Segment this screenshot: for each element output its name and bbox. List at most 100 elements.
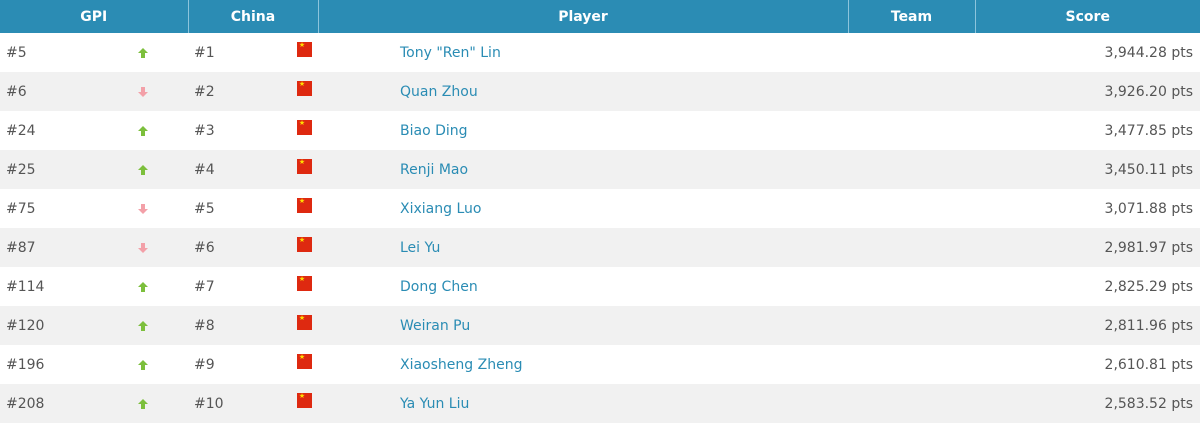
player-link[interactable]: Quan Zhou — [400, 83, 478, 100]
player-cell: Ya Yun Liu — [318, 384, 848, 423]
gpi-rank: #25 — [6, 161, 36, 178]
player-cell: Tony "Ren" Lin — [318, 33, 848, 72]
player-link[interactable]: Weiran Pu — [400, 317, 471, 334]
player-link[interactable]: Xiaosheng Zheng — [400, 356, 523, 373]
china-rank: #3 — [194, 122, 215, 139]
china-rank: #1 — [194, 44, 215, 61]
player-cell: Weiran Pu — [318, 306, 848, 345]
table-row: #24 #3 Biao Ding 3,477.85 pts — [0, 111, 1200, 150]
gpi-cell: #5 — [0, 33, 188, 72]
gpi-rank: #24 — [6, 122, 36, 139]
gpi-cell: #75 — [0, 189, 188, 228]
player-link[interactable]: Lei Yu — [400, 239, 441, 256]
china-flag-icon — [296, 158, 312, 174]
table-row: #208 #10 Ya Yun Liu 2,583.52 pts — [0, 384, 1200, 423]
header-gpi[interactable]: GPI — [0, 0, 188, 33]
china-rank: #9 — [194, 356, 215, 373]
score-cell: 3,450.11 pts — [975, 150, 1200, 189]
player-link[interactable]: Biao Ding — [400, 122, 468, 139]
china-rank: #8 — [194, 317, 215, 334]
trend-down-icon — [138, 86, 148, 97]
china-rank: #6 — [194, 239, 215, 256]
table-row: #87 #6 Lei Yu 2,981.97 pts — [0, 228, 1200, 267]
gpi-rank: #87 — [6, 239, 36, 256]
player-cell: Lei Yu — [318, 228, 848, 267]
team-cell — [848, 189, 975, 228]
team-cell — [848, 228, 975, 267]
china-flag-icon — [296, 275, 312, 291]
gpi-cell: #6 — [0, 72, 188, 111]
table-row: #196 #9 Xiaosheng Zheng 2,610.81 pts — [0, 345, 1200, 384]
gpi-cell: #208 — [0, 384, 188, 423]
gpi-rank: #120 — [6, 317, 45, 334]
china-rank: #2 — [194, 83, 215, 100]
trend-up-icon — [138, 47, 148, 58]
player-cell: Xixiang Luo — [318, 189, 848, 228]
china-flag-icon — [296, 392, 312, 408]
team-cell — [848, 72, 975, 111]
trend-up-icon — [138, 398, 148, 409]
gpi-cell: #87 — [0, 228, 188, 267]
china-flag-icon — [296, 353, 312, 369]
table-row: #5 #1 Tony "Ren" Lin 3,944.28 pts — [0, 33, 1200, 72]
gpi-cell: #196 — [0, 345, 188, 384]
score-cell: 3,477.85 pts — [975, 111, 1200, 150]
score-cell: 3,071.88 pts — [975, 189, 1200, 228]
trend-up-icon — [138, 164, 148, 175]
header-score[interactable]: Score — [974, 0, 1200, 33]
china-cell: #10 — [188, 384, 318, 423]
player-link[interactable]: Tony "Ren" Lin — [400, 44, 501, 61]
table-row: #25 #4 Renji Mao 3,450.11 pts — [0, 150, 1200, 189]
china-rank: #10 — [194, 395, 224, 412]
player-cell: Renji Mao — [318, 150, 848, 189]
china-rank: #5 — [194, 200, 215, 217]
player-link[interactable]: Dong Chen — [400, 278, 478, 295]
team-cell — [848, 384, 975, 423]
china-cell: #9 — [188, 345, 318, 384]
player-cell: Quan Zhou — [318, 72, 848, 111]
score-cell: 2,811.96 pts — [975, 306, 1200, 345]
header-team[interactable]: Team — [847, 0, 975, 33]
trend-up-icon — [138, 125, 148, 136]
china-flag-icon — [296, 236, 312, 252]
player-link[interactable]: Ya Yun Liu — [400, 395, 470, 412]
china-cell: #3 — [188, 111, 318, 150]
team-cell — [848, 267, 975, 306]
header-china[interactable]: China — [187, 0, 318, 33]
gpi-rank: #5 — [6, 44, 27, 61]
player-cell: Dong Chen — [318, 267, 848, 306]
gpi-cell: #25 — [0, 150, 188, 189]
china-cell: #1 — [188, 33, 318, 72]
score-cell: 3,944.28 pts — [975, 33, 1200, 72]
gpi-cell: #120 — [0, 306, 188, 345]
score-cell: 3,926.20 pts — [975, 72, 1200, 111]
table-row: #120 #8 Weiran Pu 2,811.96 pts — [0, 306, 1200, 345]
team-cell — [848, 345, 975, 384]
gpi-rank: #114 — [6, 278, 45, 295]
china-flag-icon — [296, 80, 312, 96]
gpi-cell: #114 — [0, 267, 188, 306]
trend-up-icon — [138, 320, 148, 331]
header-row: GPI China Player Team Score — [0, 0, 1200, 33]
china-cell: #4 — [188, 150, 318, 189]
china-flag-icon — [296, 41, 312, 57]
team-cell — [848, 111, 975, 150]
china-rank: #7 — [194, 278, 215, 295]
trend-down-icon — [138, 203, 148, 214]
gpi-rank: #6 — [6, 83, 27, 100]
china-cell: #8 — [188, 306, 318, 345]
china-cell: #2 — [188, 72, 318, 111]
player-link[interactable]: Xixiang Luo — [400, 200, 482, 217]
gpi-rank: #196 — [6, 356, 45, 373]
china-cell: #5 — [188, 189, 318, 228]
china-cell: #6 — [188, 228, 318, 267]
team-cell — [848, 150, 975, 189]
china-flag-icon — [296, 197, 312, 213]
table-row: #6 #2 Quan Zhou 3,926.20 pts — [0, 72, 1200, 111]
gpi-rank: #75 — [6, 200, 36, 217]
player-link[interactable]: Renji Mao — [400, 161, 469, 178]
table-row: #75 #5 Xixiang Luo 3,071.88 pts — [0, 189, 1200, 228]
header-player[interactable]: Player — [317, 0, 848, 33]
score-cell: 2,981.97 pts — [975, 228, 1200, 267]
